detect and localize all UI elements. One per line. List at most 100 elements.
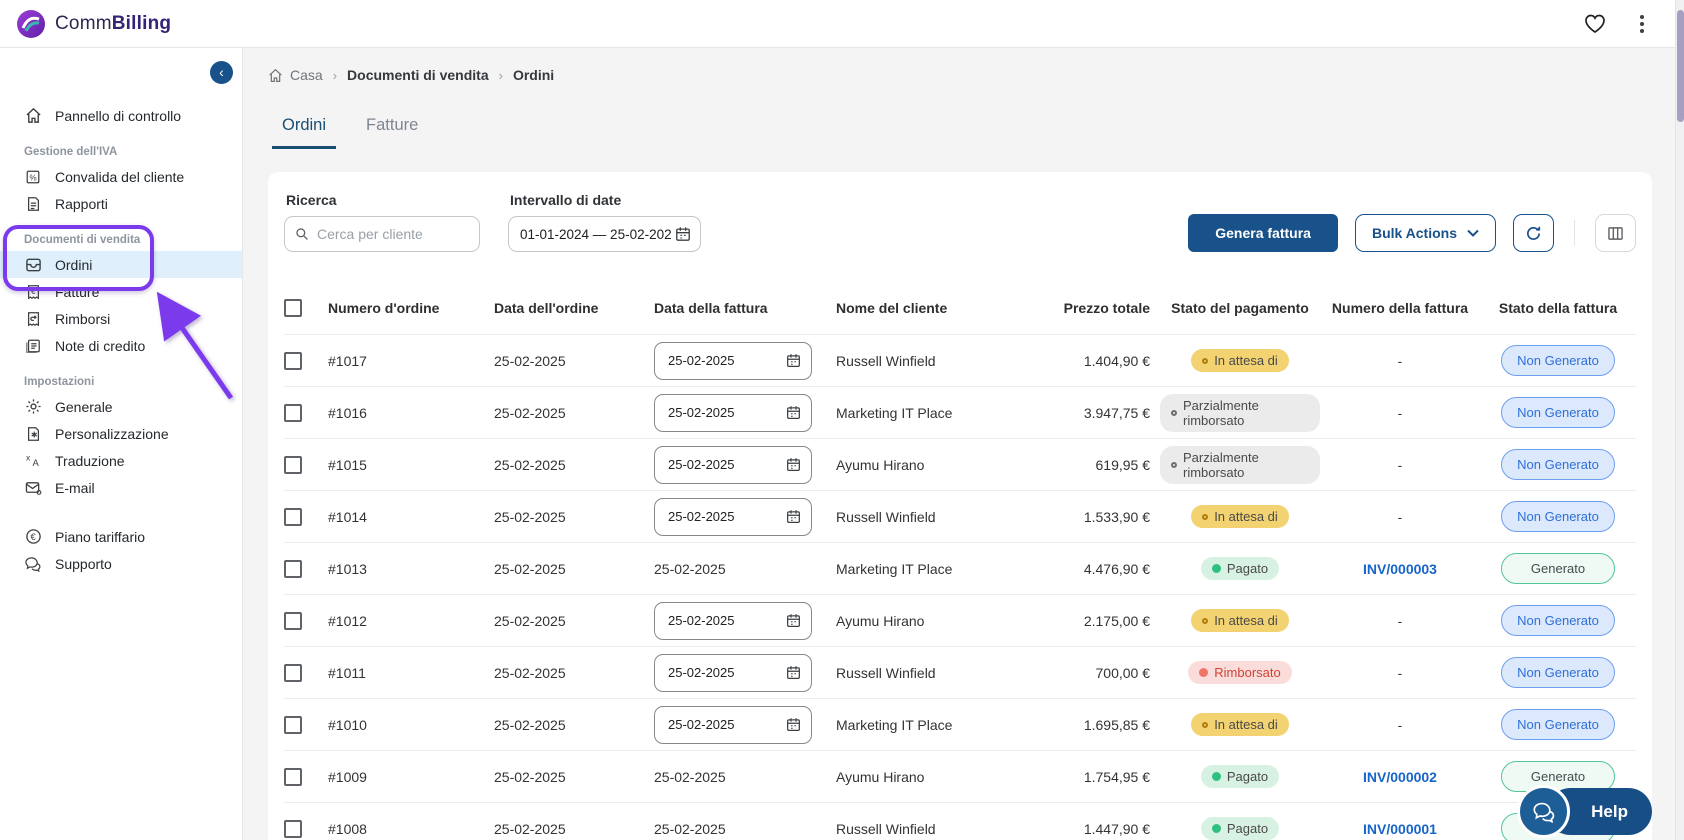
select-all-checkbox[interactable] <box>284 299 302 317</box>
total-price-cell: 1.447,90 € <box>1083 820 1150 837</box>
total-price-cell: 1.695,85 € <box>1083 716 1150 733</box>
sidebar-item-label: Personalizzazione <box>55 425 169 442</box>
brand-name: CommBilling <box>55 12 172 34</box>
customer-cell: Russell Winfield <box>836 664 936 681</box>
table-row: #1009 25-02-2025 25-02-2025 Ayumu Hirano… <box>284 750 1636 802</box>
row-checkbox[interactable] <box>284 403 302 422</box>
scrollbar-thumb[interactable] <box>1677 10 1684 122</box>
sidebar-item-label: Ordini <box>55 256 93 273</box>
payment-status-badge: In attesa di <box>1191 349 1289 372</box>
credit-notes-icon <box>24 337 42 355</box>
breadcrumb-separator: › <box>498 67 503 83</box>
sidebar-section-gestione-iva: Gestione dell'IVA <box>24 146 118 158</box>
row-checkbox[interactable] <box>284 455 302 474</box>
order-date-cell: 25-02-2025 <box>494 404 566 421</box>
invoice-date-picker[interactable]: 25-02-2025 <box>654 497 812 536</box>
sidebar-item-rapporti[interactable]: Rapporti <box>0 190 242 217</box>
row-checkbox[interactable] <box>284 611 302 630</box>
tab-fatture[interactable]: Fatture <box>366 116 419 134</box>
sidebar-collapse-button[interactable]: ‹ <box>210 61 233 84</box>
order-number-cell: #1016 <box>328 404 367 421</box>
sidebar-item-generale[interactable]: Generale <box>0 393 242 420</box>
sidebar-item-convalida-del-cliente[interactable]: % Convalida del cliente <box>0 163 242 190</box>
payment-status-badge: Pagato <box>1200 817 1280 840</box>
calendar-icon <box>787 354 800 367</box>
invoice-date-picker[interactable]: 25-02-2025 <box>654 653 812 692</box>
sidebar-item-supporto[interactable]: Supporto <box>0 550 242 577</box>
row-checkbox[interactable] <box>284 819 302 838</box>
top-bar: CommBilling <box>0 0 1684 48</box>
orders-panel: Ricerca Intervallo di date 01-01-2024 — … <box>268 172 1652 840</box>
payment-status-badge: Parzialmente rimborsato <box>1160 445 1320 484</box>
sidebar-item-ordini[interactable]: Ordini <box>0 251 242 278</box>
invoice-date-picker[interactable]: 25-02-2025 <box>654 601 812 640</box>
total-price-cell: 700,00 € <box>1095 664 1151 681</box>
sidebar: ‹ Pannello di controllo Gestione dell'IV… <box>0 48 243 840</box>
row-checkbox[interactable] <box>284 559 302 578</box>
filter-bar: Ricerca Intervallo di date 01-01-2024 — … <box>284 192 1636 252</box>
sidebar-item-email[interactable]: E-mail <box>0 474 242 501</box>
bulk-actions-button[interactable]: Bulk Actions <box>1354 214 1496 252</box>
invoice-date-picker[interactable]: 25-02-2025 <box>654 393 812 432</box>
breadcrumb-home[interactable]: Casa <box>268 67 323 83</box>
calendar-icon <box>787 614 800 627</box>
row-checkbox[interactable] <box>284 715 302 734</box>
support-chat-icon <box>24 555 42 573</box>
breadcrumb-section[interactable]: Documenti di vendita <box>347 67 489 83</box>
svg-text:✱: ✱ <box>30 430 37 439</box>
sidebar-item-label: Rapporti <box>55 195 108 212</box>
sidebar-item-personalizzazione[interactable]: ✱ Personalizzazione <box>0 420 242 447</box>
svg-text:€: € <box>31 287 36 296</box>
invoice-date-picker[interactable]: 25-02-2025 <box>654 705 812 744</box>
table-row: #1011 25-02-2025 25-02-2025 Russell Winf… <box>284 646 1636 698</box>
total-price-cell: 619,95 € <box>1095 456 1151 473</box>
row-checkbox[interactable] <box>284 351 302 370</box>
more-menu-button[interactable] <box>1640 14 1644 33</box>
invoice-date-picker[interactable]: 25-02-2025 <box>654 445 812 484</box>
date-range-input[interactable]: 01-01-2024 — 25-02-202 <box>508 216 701 252</box>
sidebar-item-rimborsi[interactable]: Rimborsi <box>0 305 242 332</box>
table-row: #1008 25-02-2025 25-02-2025 Russell Winf… <box>284 802 1636 840</box>
columns-button[interactable] <box>1595 214 1636 252</box>
brand-logo: CommBilling <box>16 9 171 39</box>
pricing-plan-icon: € <box>24 528 42 546</box>
help-button[interactable]: Help <box>1517 785 1652 838</box>
row-checkbox[interactable] <box>284 507 302 526</box>
table-row: #1012 25-02-2025 25-02-2025 Ayumu Hirano… <box>284 594 1636 646</box>
order-date-cell: 25-02-2025 <box>494 716 566 733</box>
invoice-status-pill: Non Generato <box>1501 345 1615 376</box>
tab-ordini[interactable]: Ordini <box>272 116 337 149</box>
invoice-number-cell[interactable]: INV/000001 <box>1363 820 1437 837</box>
sidebar-item-piano-tariffario[interactable]: € Piano tariffario <box>0 523 242 550</box>
invoice-status-pill: Non Generato <box>1501 397 1615 428</box>
home-icon <box>269 68 282 82</box>
status-dot <box>1199 668 1209 677</box>
sidebar-item-pannello-di-controllo[interactable]: Pannello di controllo <box>0 102 242 129</box>
row-checkbox[interactable] <box>284 663 302 682</box>
total-price-cell: 3.947,75 € <box>1083 404 1150 421</box>
order-date-cell: 25-02-2025 <box>494 560 566 577</box>
main-content: Casa › Documenti di vendita › Ordini Ord… <box>243 48 1675 840</box>
invoice-date-picker[interactable]: 25-02-2025 <box>654 341 812 380</box>
brand-logo-icon <box>17 9 45 38</box>
sidebar-item-fatture[interactable]: € Fatture <box>0 278 242 305</box>
invoice-number-cell[interactable]: INV/000002 <box>1363 768 1437 785</box>
total-price-cell: 4.476,90 € <box>1083 560 1150 577</box>
table-body: #1017 25-02-2025 25-02-2025 Russell Winf… <box>284 334 1636 840</box>
sidebar-section-impostazioni: Impostazioni <box>24 376 95 388</box>
calendar-icon <box>676 227 690 241</box>
help-label: Help <box>1591 801 1628 821</box>
sidebar-item-note-di-credito[interactable]: Note di credito <box>0 332 242 359</box>
order-number-cell: #1014 <box>328 508 367 525</box>
row-checkbox[interactable] <box>284 767 302 786</box>
generate-invoice-button[interactable]: Genera fattura <box>1188 214 1338 252</box>
favorites-button[interactable] <box>1584 14 1606 34</box>
order-number-cell: #1017 <box>328 352 367 369</box>
search-input[interactable] <box>316 226 469 242</box>
report-icon <box>24 195 42 213</box>
total-price-cell: 2.175,00 € <box>1083 612 1150 629</box>
invoice-number-cell[interactable]: INV/000003 <box>1363 560 1437 577</box>
refresh-button[interactable] <box>1513 214 1554 252</box>
